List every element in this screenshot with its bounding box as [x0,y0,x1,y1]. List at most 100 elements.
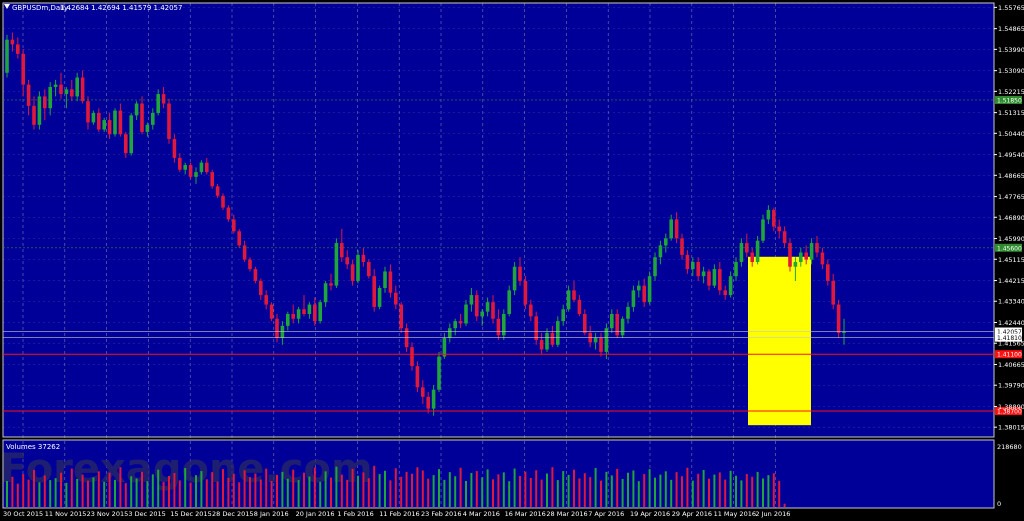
x-tick-label: 30 Oct 2015 [3,510,43,518]
y-tick-label: 1.45115 [998,256,1024,264]
bear-candle [788,243,792,267]
price-marker-label: 1.51850 [997,97,1022,104]
bull-candle [669,219,673,239]
price-line-badge [995,350,1022,359]
x-tick-label: 15 Dec 2015 [170,510,212,518]
collapse-triangle-icon[interactable] [4,4,10,9]
bull-candle [377,287,382,307]
bull-candle [755,240,760,262]
y-tick-label: 1.54865 [998,25,1024,33]
bear-candle [696,261,700,277]
bull-candle [64,89,69,95]
bear-candle [599,337,603,352]
bull-candle [448,328,452,338]
bull-candle [610,314,614,329]
bear-candle [539,340,544,350]
bear-candle [458,321,463,324]
bear-candle [221,195,225,208]
bear-candle [572,290,576,300]
bull-candle [766,209,771,220]
bull-candle [712,269,717,286]
bear-candle [124,134,128,154]
bear-candle [529,304,533,317]
bear-candle [188,165,193,177]
bull-candle [129,115,133,154]
y-tick-label: 1.52215 [998,88,1024,96]
bear-candle [718,269,722,291]
volume-axis-top-label: 218680 [997,443,1022,451]
bull-candle [793,261,798,267]
y-tick-label: 1.48665 [998,172,1024,180]
chart-header: GBPUSDm,Daily 1.42684 1.42694 1.41579 1.… [4,4,182,12]
price-marker-badge [995,95,1022,104]
bull-candle [442,337,447,357]
bear-candle [232,219,236,232]
bull-candle [512,266,517,291]
bear-candle [523,280,528,305]
price-line-label: 1.38700 [997,408,1022,415]
y-tick-label: 1.43340 [998,298,1024,306]
bear-candle [367,261,371,277]
price-marker-label: 1.41810 [997,335,1022,342]
bear-candle [59,84,63,95]
bear-candle [210,172,214,187]
x-tick-label: 28 Mar 2016 [546,510,587,518]
bull-candle [637,285,641,291]
bull-candle [383,271,387,288]
bear-candle [399,304,403,329]
bull-candle [334,243,339,286]
price-line-label: 1.41100 [997,352,1022,359]
bear-candle [350,264,355,281]
bear-candle [269,304,274,319]
x-tick-label: 2 Jun 2016 [755,510,790,518]
bear-candle [583,314,587,333]
bull-candle [556,321,560,345]
y-tick-label: 1.50440 [998,130,1024,138]
bear-candle [707,271,711,286]
x-axis-layer: 30 Oct 2015 11 Nov 2015 23 Nov 2015 3 Dec 2… [3,510,790,518]
bull-candle [561,309,565,322]
y-tick-label: 1.44215 [998,277,1024,285]
bear-candle [248,259,252,270]
x-tick-label: 19 Apr 2016 [630,510,670,518]
bear-candle [674,219,679,239]
grid-layer [3,3,994,508]
bull-candle [566,290,571,310]
x-tick-label: 11 Feb 2016 [379,510,419,518]
watermark-text: Forexagone.com [0,446,373,492]
bear-candle [772,209,776,227]
bear-candle [820,252,825,265]
bull-candle [307,304,312,315]
bear-candle [313,304,317,322]
bear-candle [615,314,619,336]
bear-candle [426,396,430,409]
y-axis-layer: 1.55765 1.54865 1.53990 1.53090 1.52215 1.513… [994,4,1024,432]
bear-candle [723,290,727,296]
bull-candle [691,261,695,270]
bull-candle [809,243,814,260]
bear-candle [804,252,808,260]
bear-candle [421,387,425,397]
bull-candle [739,243,744,262]
bear-candle [388,271,393,293]
x-tick-label: 3 Dec 2015 [128,510,165,518]
bear-candle [410,347,414,367]
bear-candle [80,77,85,102]
bull-candle [323,283,328,303]
y-tick-label: 1.51315 [998,109,1024,117]
x-tick-label: 11 Nov 2015 [45,510,87,518]
bear-candle [253,269,258,281]
bear-candle [550,332,555,345]
bear-candle [237,231,241,246]
bull-candle [75,77,79,97]
bull-candle [356,254,360,281]
bull-candle [37,96,42,125]
bear-candle [259,280,263,296]
bear-candle [43,96,47,109]
bull-candle [48,86,52,109]
bear-candle [97,112,101,130]
bull-candle [194,172,198,177]
bull-candle [91,112,96,123]
x-tick-label: 28 Dec 2015 [212,510,254,518]
